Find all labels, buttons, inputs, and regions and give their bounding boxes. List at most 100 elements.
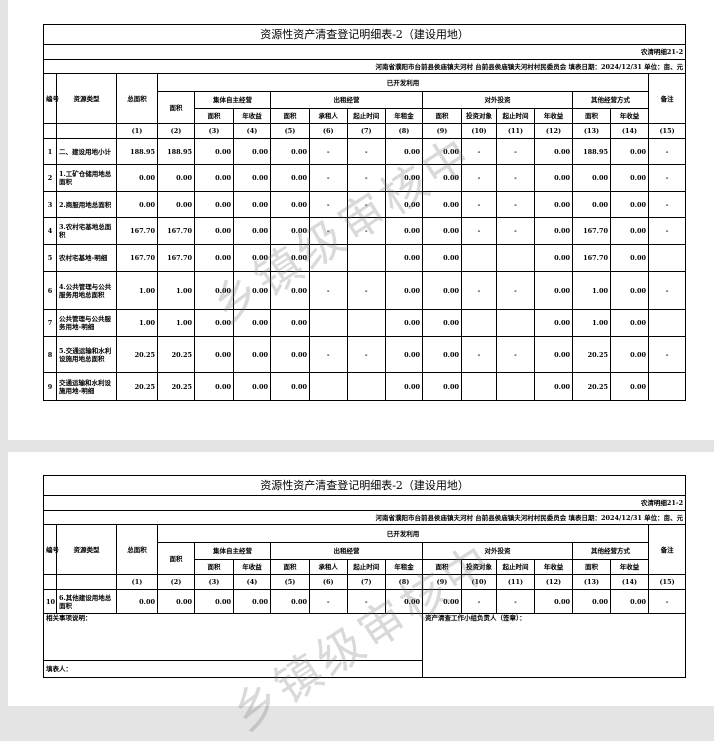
cell-value: - bbox=[647, 271, 687, 310]
cell-value: 0.00 bbox=[233, 589, 271, 614]
column-number: (3) bbox=[194, 574, 234, 590]
header-sub: 起止时间 bbox=[496, 559, 535, 575]
cell-value bbox=[461, 372, 497, 401]
column-number: (15) bbox=[647, 123, 687, 139]
column-number: (12) bbox=[534, 574, 573, 590]
cell-value: 20.25 bbox=[572, 372, 611, 401]
cell-value: 0.00 bbox=[610, 217, 649, 245]
header-sub: 面积 bbox=[422, 108, 462, 124]
cell-value: 0.00 bbox=[385, 164, 423, 192]
cell-value: 0.00 bbox=[572, 589, 611, 614]
header-blank bbox=[56, 123, 117, 139]
cell-value: 0.00 bbox=[534, 336, 573, 373]
header-collective: 集体自主经营 bbox=[194, 542, 271, 560]
cell-value: - bbox=[461, 217, 497, 245]
cell-value bbox=[346, 309, 386, 337]
cell-value: - bbox=[461, 138, 497, 165]
cell-value: 0.00 bbox=[157, 589, 195, 614]
cell-value: - bbox=[496, 138, 535, 165]
header-sub: 面积 bbox=[572, 108, 611, 124]
cell-value: 0.00 bbox=[385, 309, 423, 337]
cell-value bbox=[496, 309, 535, 337]
cell-value: 0.00 bbox=[270, 191, 310, 218]
cell-value: - bbox=[496, 191, 535, 218]
cell-value: 0.00 bbox=[422, 589, 462, 614]
cell-value: 167.70 bbox=[157, 217, 195, 245]
cell-value: 0.00 bbox=[157, 164, 195, 192]
header-sub: 面积 bbox=[194, 108, 234, 124]
cell-value: 188.95 bbox=[157, 138, 195, 165]
table-row: 7 公共管理与公共服务用地-明细 1.00 1.00 0.00 0.00 0.00 0.00… bbox=[43, 309, 687, 337]
header-sub: 面积 bbox=[270, 108, 310, 124]
cell-value: 0.00 bbox=[385, 336, 423, 373]
column-number: (14) bbox=[610, 123, 649, 139]
column-number: (8) bbox=[385, 123, 423, 139]
table-row: 10 6.其他建设用地总面积 0.00 0.00 0.00 0.00 0.00- -0.00 0… bbox=[43, 589, 687, 614]
cell-value: 0.00 bbox=[270, 336, 310, 373]
cell-value: 0.00 bbox=[233, 309, 271, 337]
resource-type: 二、建设用地小计 bbox=[56, 138, 117, 165]
cell-value: - bbox=[309, 138, 348, 165]
resource-type: 4.公共管理与公共服务用地总面积 bbox=[56, 271, 117, 310]
cell-value: 0.00 bbox=[194, 589, 234, 614]
cell-value: 0.00 bbox=[534, 271, 573, 310]
column-number: (10) bbox=[461, 574, 497, 590]
table-row: 1 二、建设用地小计 188.95 188.95 0.00 0.00 0.00- -0.00 0… bbox=[43, 138, 687, 165]
report-title: 资源性资产清查登记明细表-2（建设用地） bbox=[42, 475, 687, 496]
cell-value bbox=[346, 372, 386, 401]
cell-value: - bbox=[346, 164, 386, 192]
column-number: (11) bbox=[496, 123, 535, 139]
report-page-1: 资源性资产清查登记明细表-2（建设用地） 农清明细21-2 河南省濮阳市台前县侯庙镇… bbox=[8, 0, 714, 440]
column-number: (4) bbox=[233, 574, 271, 590]
form-code: 农清明细21-2 bbox=[42, 44, 687, 60]
cell-value bbox=[647, 309, 687, 337]
column-number: (15) bbox=[647, 574, 687, 590]
cell-value: 0.00 bbox=[422, 191, 462, 218]
cell-value: 0.00 bbox=[534, 191, 573, 218]
resource-type: 3.农村宅基地总面积 bbox=[56, 217, 117, 245]
column-number: (13) bbox=[572, 574, 611, 590]
cell-value bbox=[496, 244, 535, 272]
resource-type: 6.其他建设用地总面积 bbox=[56, 589, 117, 614]
cell-value: 0.00 bbox=[233, 372, 271, 401]
cell-value: - bbox=[461, 191, 497, 218]
cell-value: 167.70 bbox=[157, 244, 195, 272]
cell-value bbox=[496, 372, 535, 401]
column-number: (7) bbox=[346, 123, 386, 139]
cell-value: 0.00 bbox=[610, 191, 649, 218]
cell-value: 0.00 bbox=[270, 589, 310, 614]
cell-value: - bbox=[647, 164, 687, 192]
cell-value: - bbox=[647, 138, 687, 165]
cell-value: 0.00 bbox=[270, 244, 310, 272]
asset-table-page-2: 资源性资产清查登记明细表-2（建设用地） 农清明细21-2 河南省濮阳市台前县侯庙镇… bbox=[42, 475, 687, 678]
cell-value: 0.00 bbox=[610, 164, 649, 192]
cell-value: - bbox=[346, 336, 386, 373]
cell-value: - bbox=[647, 191, 687, 218]
column-number: (14) bbox=[610, 574, 649, 590]
header-sub: 年收益 bbox=[534, 108, 573, 124]
header-blank bbox=[43, 574, 57, 590]
cell-value: 0.00 bbox=[270, 271, 310, 310]
header-sub: 承租人 bbox=[309, 559, 348, 575]
table-row: 2 1.工矿仓储用地总面积 0.00 0.00 0.00 0.00 0.00- -0.00 0.… bbox=[43, 164, 687, 192]
column-number: (10) bbox=[461, 123, 497, 139]
cell-value: 0.00 bbox=[270, 217, 310, 245]
cell-value: - bbox=[496, 164, 535, 192]
header-remarks: 备注 bbox=[647, 524, 687, 575]
cell-value: - bbox=[346, 138, 386, 165]
header-sub: 年租金 bbox=[385, 108, 423, 124]
row-number: 3 bbox=[43, 191, 57, 218]
cell-value: 0.00 bbox=[422, 138, 462, 165]
header-sub: 年收益 bbox=[534, 559, 573, 575]
cell-value: 20.25 bbox=[116, 336, 158, 373]
header-area: 面积 bbox=[157, 542, 195, 575]
cell-value: 0.00 bbox=[270, 138, 310, 165]
column-number: (6) bbox=[309, 574, 348, 590]
row-number: 7 bbox=[43, 309, 57, 337]
cell-value: 0.00 bbox=[385, 244, 423, 272]
cell-value: 0.00 bbox=[610, 589, 649, 614]
cell-value: 0.00 bbox=[194, 164, 234, 192]
cell-value: 0.00 bbox=[233, 138, 271, 165]
cell-value: - bbox=[496, 589, 535, 614]
cell-value: 0.00 bbox=[534, 372, 573, 401]
